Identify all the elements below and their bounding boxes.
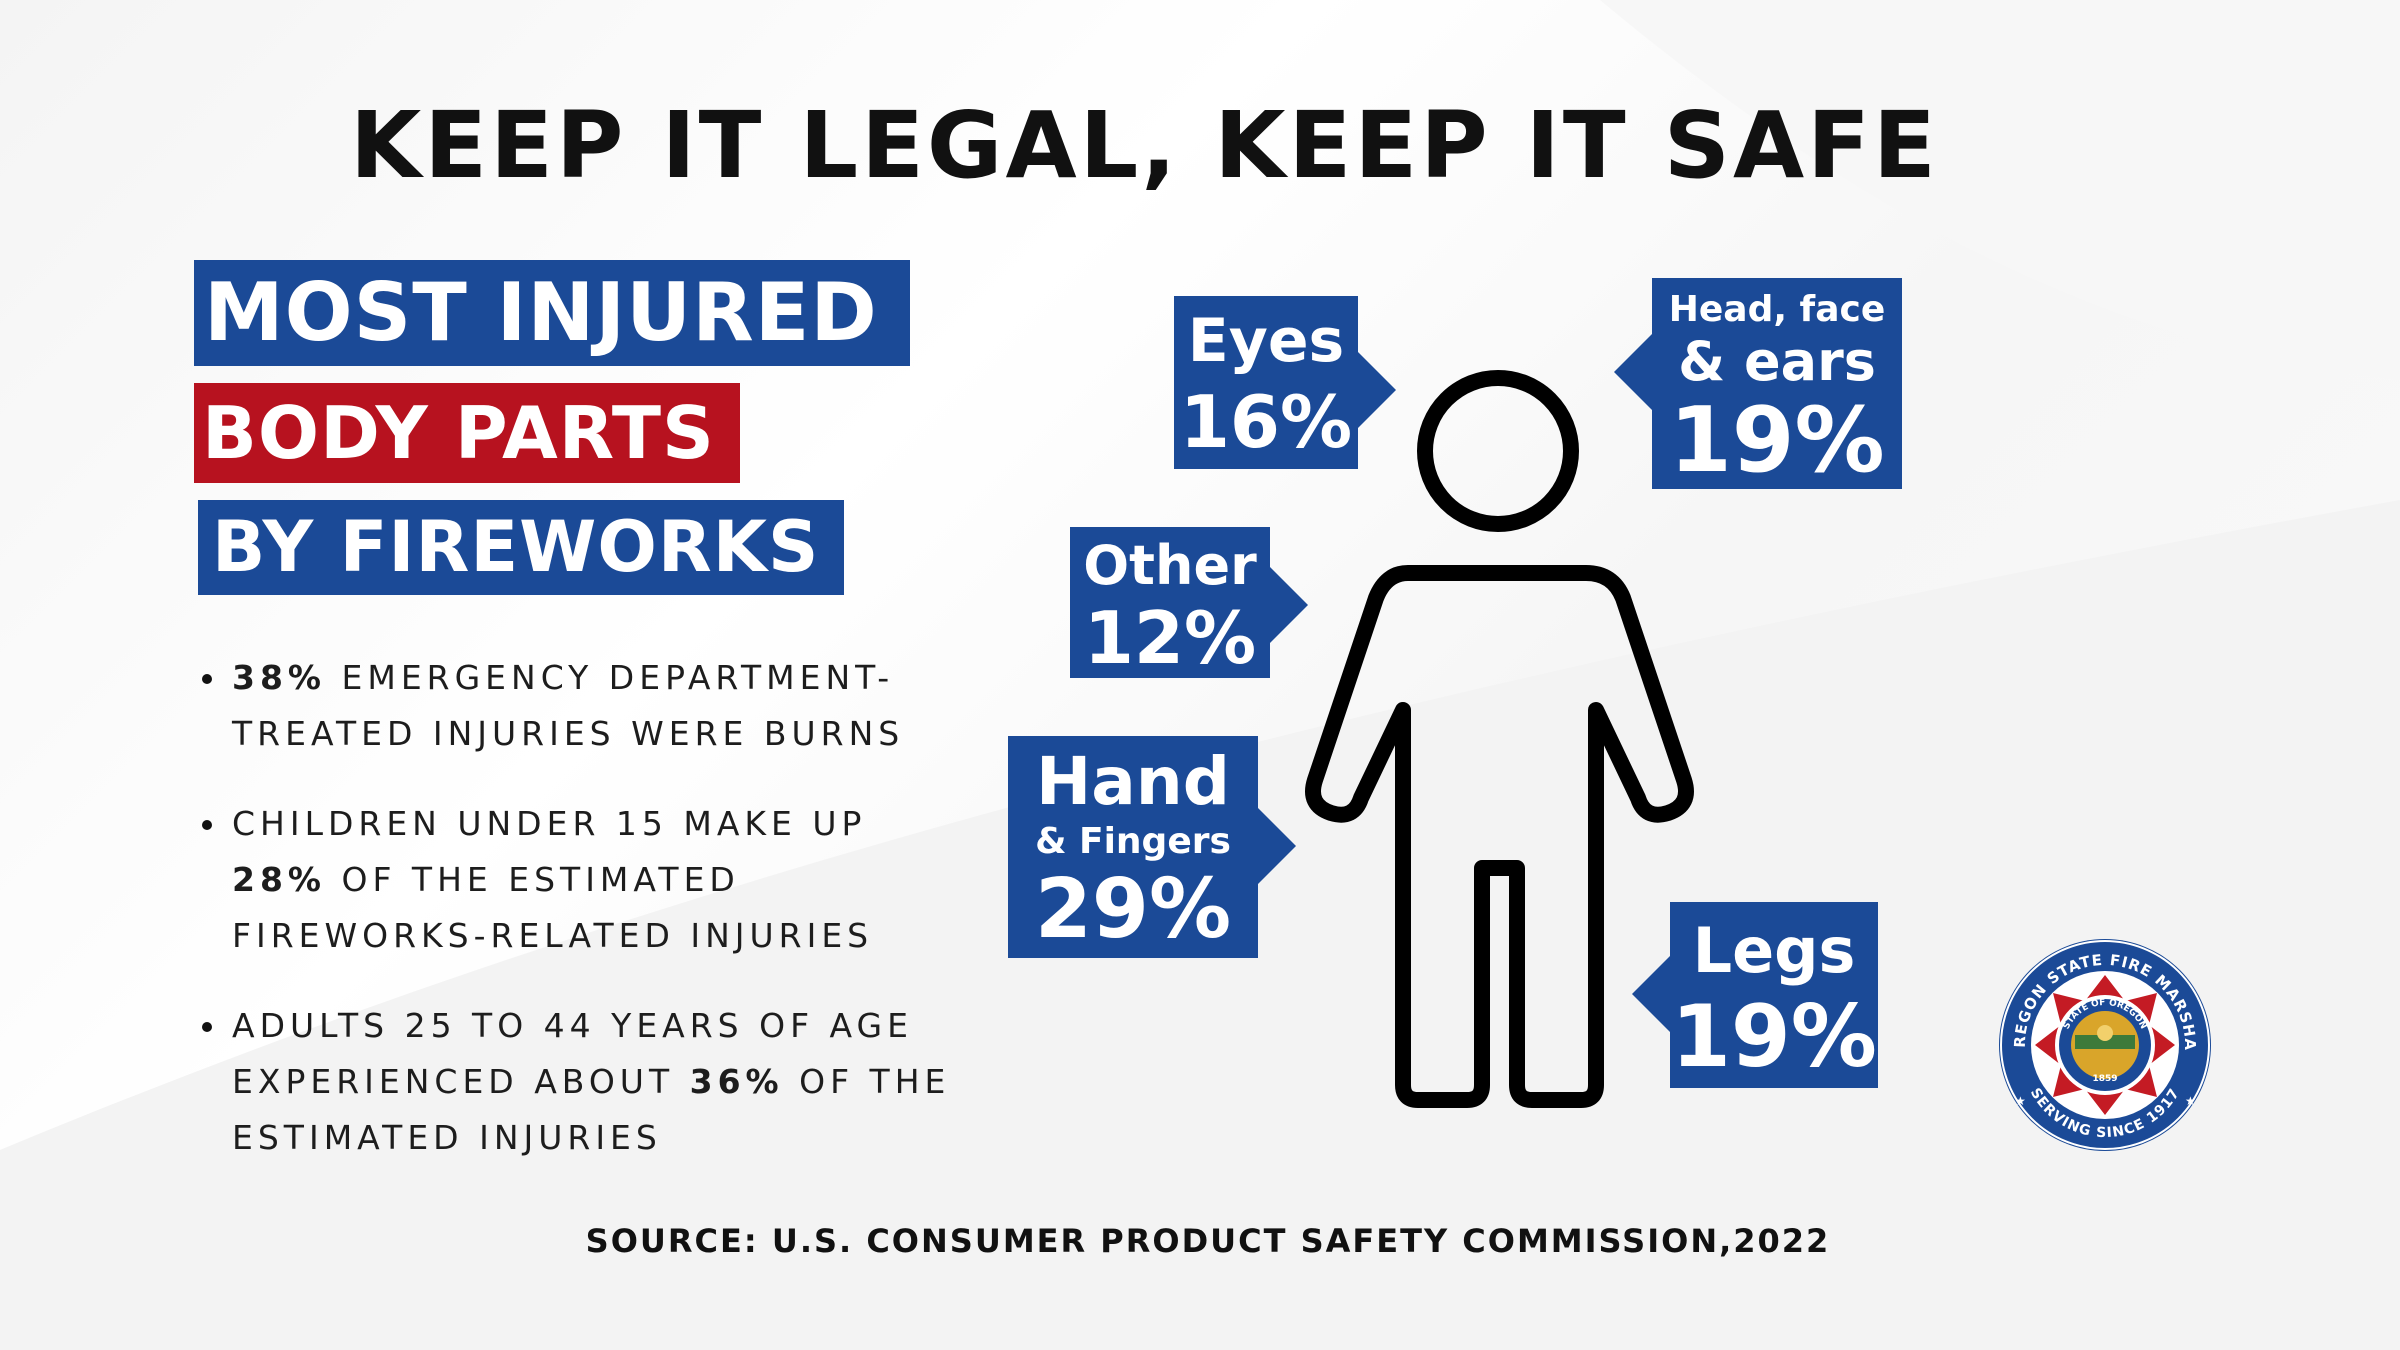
callout-eyes: Eyes 16%: [1174, 296, 1396, 469]
callout-pointer: [1258, 808, 1296, 884]
callout-other-label: Other: [1083, 534, 1257, 597]
callout-hand-percent: 29%: [1034, 862, 1232, 957]
callout-pointer: [1270, 567, 1308, 643]
bullet-burns: 38% EMERGENCY DEPARTMENT-TREATED INJURIE…: [200, 650, 960, 762]
callout-head-percent: 19%: [1669, 388, 1885, 493]
callout-other-percent: 12%: [1083, 596, 1257, 680]
bullet-children: CHILDREN UNDER 15 MAKE UP 28% OF THE EST…: [200, 796, 960, 964]
callout-hand-label: Hand: [1035, 743, 1230, 820]
bullet-children-stat: 28%: [232, 860, 326, 899]
callout-legs-percent: 19%: [1671, 987, 1877, 1087]
callout-eyes-label: Eyes: [1187, 306, 1345, 376]
fire-marshal-logo-icon: OREGON STATE FIRE MARSHAL SERVING SINCE …: [1995, 935, 2211, 1151]
callout-pointer: [1358, 352, 1396, 428]
callout-pointer: [1632, 956, 1670, 1032]
bullet-children-text-before: CHILDREN UNDER 15 MAKE UP: [232, 804, 867, 843]
heading-line-most-injured: MOST INJURED: [194, 260, 910, 366]
callout-head-face-ears: Head, face & ears 19%: [1614, 278, 1902, 493]
bullet-burns-stat: 38%: [232, 658, 326, 697]
bullet-adults-text-after: OF THE ESTIMATED INJURIES: [232, 1062, 951, 1157]
callout-legs: Legs 19%: [1632, 902, 1878, 1088]
bullet-adults-text-before: ADULTS 25 TO 44 YEARS OF AGE EXPERIENCED…: [232, 1006, 913, 1101]
callout-head-sublabel: Head, face: [1668, 289, 1886, 330]
heading-line-by-fireworks: BY FIREWORKS: [198, 500, 844, 595]
bullet-children-text-after: OF THE ESTIMATED FIREWORKS-RELATED INJUR…: [232, 860, 874, 955]
callout-head-label: & ears: [1678, 330, 1876, 393]
person-outline-icon: [1305, 370, 1694, 1108]
callout-legs-label: Legs: [1692, 914, 1856, 987]
svg-text:★: ★: [2015, 1094, 2026, 1108]
source-citation: SOURCE: U.S. CONSUMER PRODUCT SAFETY COM…: [585, 1222, 1831, 1260]
bullet-adults-stat: 36%: [689, 1062, 784, 1101]
logo-seal-year: 1859: [2092, 1074, 2117, 1084]
svg-text:★: ★: [2185, 1094, 2196, 1108]
callout-eyes-percent: 16%: [1179, 380, 1353, 464]
bullet-burns-text: EMERGENCY DEPARTMENT-TREATED INJURIES WE…: [232, 658, 905, 753]
heading-line-body-parts: BODY PARTS: [194, 383, 740, 483]
callout-other: Other 12%: [1070, 527, 1308, 680]
callout-hand-sublabel: & Fingers: [1035, 821, 1231, 862]
callout-pointer: [1614, 334, 1652, 410]
page-title: KEEP IT LEGAL, KEEP IT SAFE: [350, 92, 1939, 199]
stats-bullet-list: 38% EMERGENCY DEPARTMENT-TREATED INJURIE…: [200, 650, 960, 1200]
bullet-adults: ADULTS 25 TO 44 YEARS OF AGE EXPERIENCED…: [200, 998, 960, 1166]
callout-hand-fingers: Hand & Fingers 29%: [1008, 736, 1296, 958]
